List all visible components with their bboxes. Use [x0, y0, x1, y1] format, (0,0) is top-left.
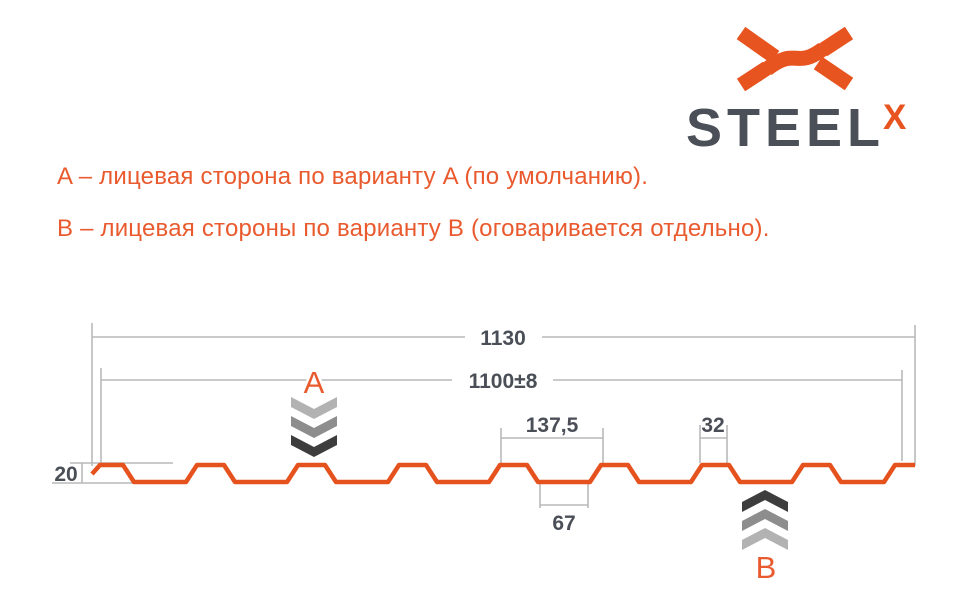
dimension-labels: 1130 1100±8 137,5 32 20 67: [54, 327, 724, 535]
logo-wordmark: STEELX: [686, 98, 908, 158]
dimension-lines: [52, 323, 916, 508]
side-b-letter: B: [756, 550, 777, 585]
side-a-marker: A: [291, 363, 337, 457]
note-variant-a: A – лицевая сторона по варианту A (по ум…: [57, 163, 649, 190]
logo-x-icon: [736, 26, 854, 92]
dim-rib-top: 32: [701, 414, 724, 437]
note-variant-b: B – лицевая стороны по варианту B (огова…: [57, 215, 770, 242]
chevron-up-icon: [742, 490, 788, 550]
dim-profile-height: 20: [54, 463, 77, 486]
side-b-marker: B: [742, 490, 788, 588]
dim-rib-bottom: 67: [552, 512, 575, 535]
dim-overall-width: 1130: [480, 327, 526, 350]
dim-working-width: 1100±8: [469, 370, 538, 393]
logo-brand-text: STEEL: [686, 98, 886, 158]
logo-superscript-x: X: [883, 98, 907, 137]
chevron-down-icon: [291, 397, 337, 457]
sheet-profile-line: [90, 462, 915, 485]
side-a-letter: A: [304, 365, 325, 400]
profile-drawing: 1130 1100±8 137,5 32 20 67 A B: [52, 323, 916, 588]
logo-x-strokes: [736, 26, 854, 92]
dim-rib-pitch: 137,5: [526, 414, 579, 437]
